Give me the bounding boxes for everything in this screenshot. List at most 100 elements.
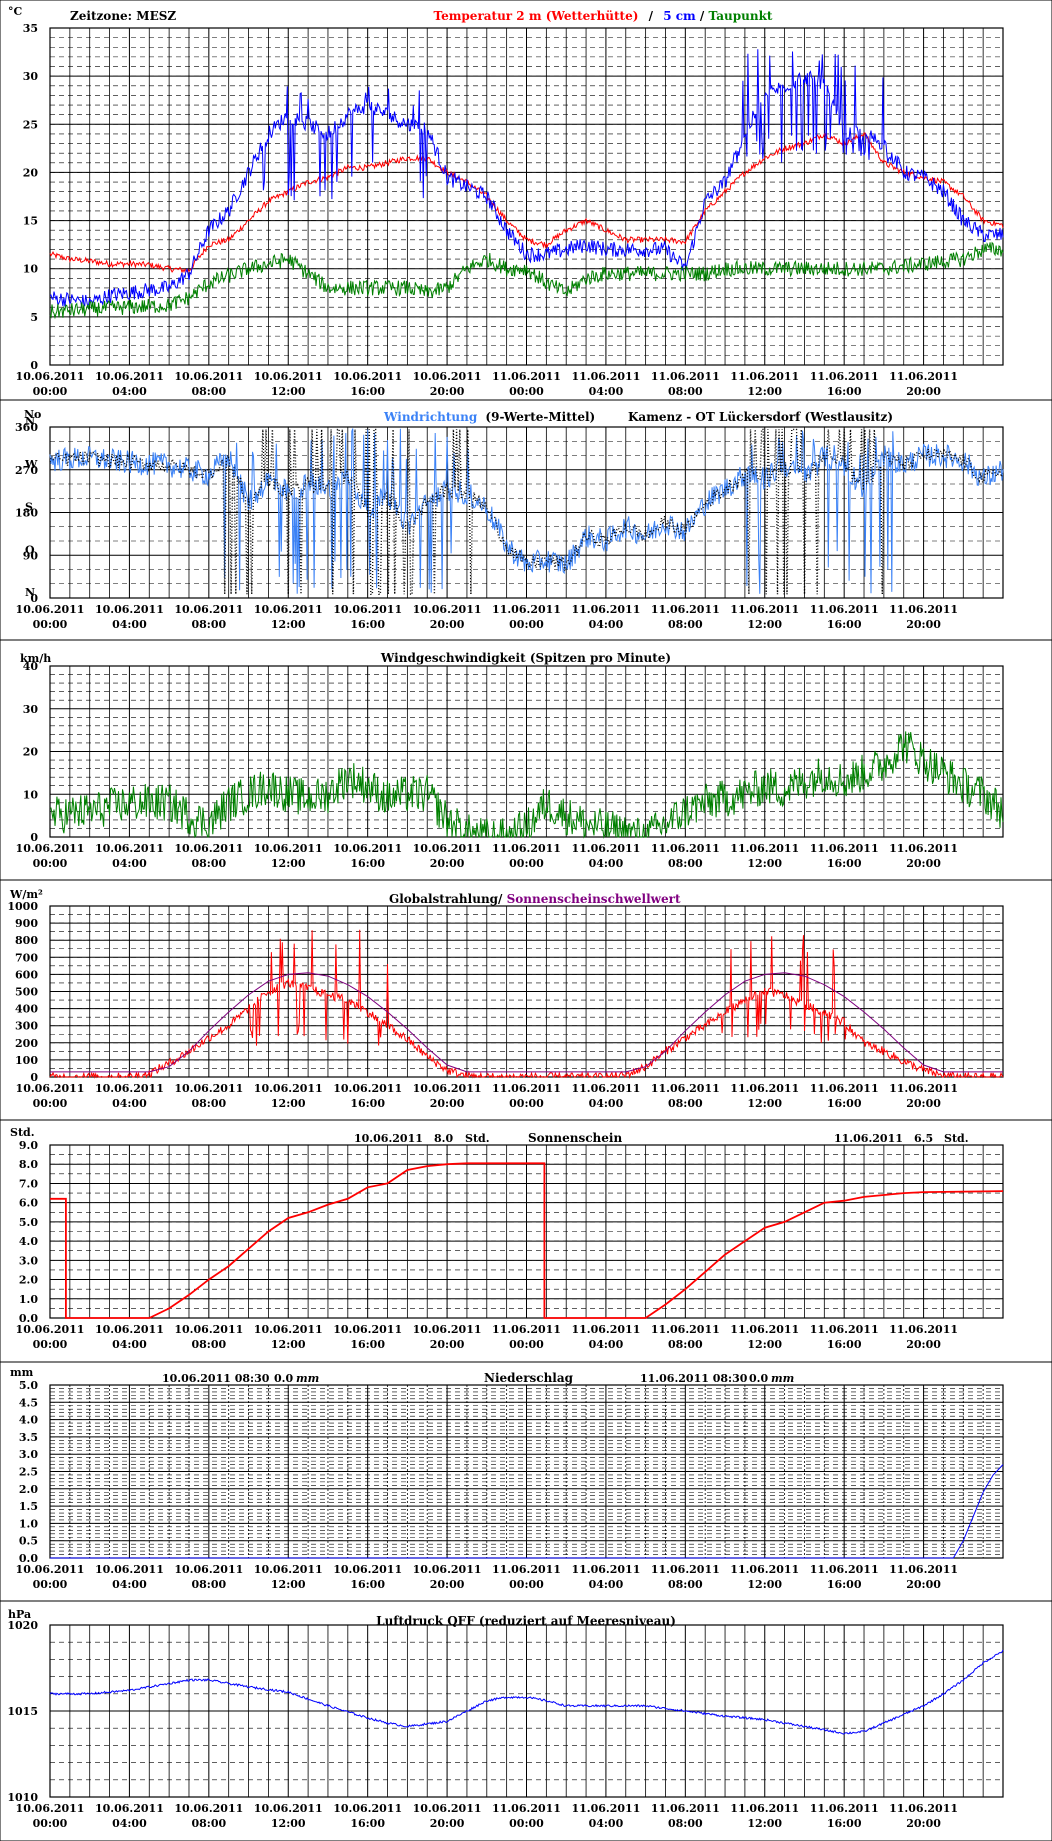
x-tick-time: 00:00 (509, 857, 544, 870)
legend-title: Temperatur 2 m (Wetterhütte) / 5 cm / Ta… (434, 9, 773, 23)
x-tick-time: 04:00 (112, 1097, 147, 1110)
x-tick-date: 11.06.2011 (571, 1082, 640, 1095)
y-tick-label: 90 (23, 549, 39, 562)
x-tick-time: 12:00 (747, 1338, 782, 1351)
y-tick-label: 500 (15, 986, 38, 999)
x-tick-time: 08:00 (668, 857, 703, 870)
x-tick-time: 04:00 (112, 1338, 147, 1351)
x-tick-time: 04:00 (589, 1338, 624, 1351)
x-tick-time: 00:00 (33, 1817, 68, 1830)
x-tick-date: 11.06.2011 (651, 370, 720, 383)
x-tick-date: 11.06.2011 (492, 1323, 561, 1336)
unit-label: km/h (20, 652, 51, 665)
x-tick-time: 20:00 (906, 618, 941, 631)
y-tick-label: 0.0 (19, 1552, 38, 1565)
x-tick-date: 11.06.2011 (571, 1323, 640, 1336)
x-tick-time: 00:00 (33, 857, 68, 870)
x-tick-time: 00:00 (509, 1817, 544, 1830)
x-tick-date: 11.06.2011 (651, 1323, 720, 1336)
chart-title: Niederschlag (484, 1371, 574, 1385)
x-tick-date: 10.06.2011 (16, 370, 85, 383)
unit-label: W/m² (9, 888, 43, 901)
x-tick-date: 11.06.2011 (571, 1563, 640, 1576)
x-tick-date: 10.06.2011 (95, 603, 164, 616)
precip-unit-2: mm (771, 1372, 794, 1385)
x-tick-time: 20:00 (906, 1097, 941, 1110)
panel-wind-direction: N o Windrichtung (9-Werte-Mittel) Kamenz… (15, 408, 1004, 631)
y-tick-label: 1010 (7, 1791, 38, 1804)
y-tick-label: 30 (23, 703, 39, 716)
x-tick-date: 10.06.2011 (254, 842, 323, 855)
x-tick-date: 10.06.2011 (333, 603, 402, 616)
x-tick-date: 11.06.2011 (492, 1082, 561, 1095)
legend-title: Globalstrahlung/ Sonnenscheinschwellwert (389, 892, 681, 906)
y-tick-label: 360 (15, 421, 38, 434)
precip-value-2: 0.0 (749, 1372, 768, 1385)
x-tick-time: 08:00 (668, 1097, 703, 1110)
x-tick-date: 10.06.2011 (16, 1082, 85, 1095)
x-tick-date: 10.06.2011 (16, 603, 85, 616)
x-tick-time: 08:00 (668, 1817, 703, 1830)
x-tick-time: 04:00 (112, 1817, 147, 1830)
sunshine-value-1: 8.0 (434, 1132, 453, 1145)
x-tick-date: 10.06.2011 (174, 1082, 243, 1095)
x-tick-time: 16:00 (350, 1097, 385, 1110)
legend-dewpoint: Taupunkt (708, 9, 772, 23)
y-tick-label: 3.5 (19, 1431, 38, 1444)
x-tick-time: 12:00 (747, 385, 782, 398)
x-tick-date: 11.06.2011 (730, 1563, 799, 1576)
x-tick-time: 20:00 (906, 1578, 941, 1591)
x-tick-date: 11.06.2011 (492, 1802, 561, 1815)
x-tick-date: 11.06.2011 (889, 1563, 958, 1576)
x-tick-time: 00:00 (509, 618, 544, 631)
x-tick-time: 08:00 (668, 618, 703, 631)
y-tick-label: 9.0 (19, 1139, 38, 1152)
x-tick-time: 04:00 (589, 618, 624, 631)
x-tick-date: 11.06.2011 (889, 1082, 958, 1095)
y-tick-label: 5.0 (19, 1216, 38, 1229)
y-tick-label: 1.5 (19, 1500, 38, 1513)
x-tick-date: 11.06.2011 (810, 1082, 879, 1095)
x-tick-date: 10.06.2011 (16, 1323, 85, 1336)
x-tick-date: 10.06.2011 (16, 1802, 85, 1815)
x-tick-date: 11.06.2011 (730, 370, 799, 383)
series-line (50, 1464, 1004, 1559)
panel-wind-speed: km/h Windgeschwindigkeit (Spitzen pro Mi… (16, 651, 1004, 870)
legend-title: Windrichtung (9-Werte-Mittel) (383, 410, 595, 424)
y-tick-label: 35 (23, 22, 38, 35)
x-tick-time: 04:00 (589, 1578, 624, 1591)
y-tick-label: 0.5 (19, 1535, 38, 1548)
y-tick-label: 30 (23, 70, 39, 83)
y-tick-label: 1020 (7, 1619, 38, 1632)
plot-temperature: 0 5 10 15 20 25 30 35 10.06.2011 00:00 10.06.2011 0… (16, 22, 1004, 398)
y-tick-label: 270 (15, 464, 38, 477)
x-tick-time: 08:00 (668, 1578, 703, 1591)
x-tick-date: 11.06.2011 (810, 1802, 879, 1815)
x-tick-date: 11.06.2011 (492, 603, 561, 616)
y-tick-label: 200 (15, 1037, 38, 1050)
x-tick-time: 00:00 (509, 385, 544, 398)
plot-radiation: 0 100 200 300 400 500 600 700 800 900 1000 10.06.20… (7, 900, 1004, 1110)
x-tick-date: 10.06.2011 (16, 842, 85, 855)
x-tick-time: 12:00 (271, 1578, 306, 1591)
x-tick-date: 10.06.2011 (174, 370, 243, 383)
x-tick-time: 04:00 (589, 857, 624, 870)
y-tick-label: 0 (30, 592, 38, 605)
x-tick-date: 10.06.2011 (254, 1082, 323, 1095)
x-tick-date: 11.06.2011 (730, 1323, 799, 1336)
y-tick-label: 40 (23, 660, 39, 673)
x-tick-time: 08:00 (191, 1097, 226, 1110)
series-line (49, 731, 1004, 839)
x-tick-date: 10.06.2011 (95, 1802, 164, 1815)
legend-sep: / (700, 9, 705, 23)
x-tick-time: 20:00 (430, 1578, 465, 1591)
plot-frame (49, 1144, 1004, 1319)
x-tick-date: 11.06.2011 (730, 603, 799, 616)
y-tick-label: 800 (15, 934, 38, 947)
x-tick-time: 12:00 (271, 1097, 306, 1110)
x-tick-date: 10.06.2011 (254, 603, 323, 616)
x-tick-time: 00:00 (509, 1097, 544, 1110)
compass-label: S (25, 501, 33, 514)
panel-radiation: W/m² Globalstrahlung/ Sonnenscheinschwel… (7, 888, 1004, 1110)
sunshine-unit-2: Std. (944, 1132, 969, 1145)
